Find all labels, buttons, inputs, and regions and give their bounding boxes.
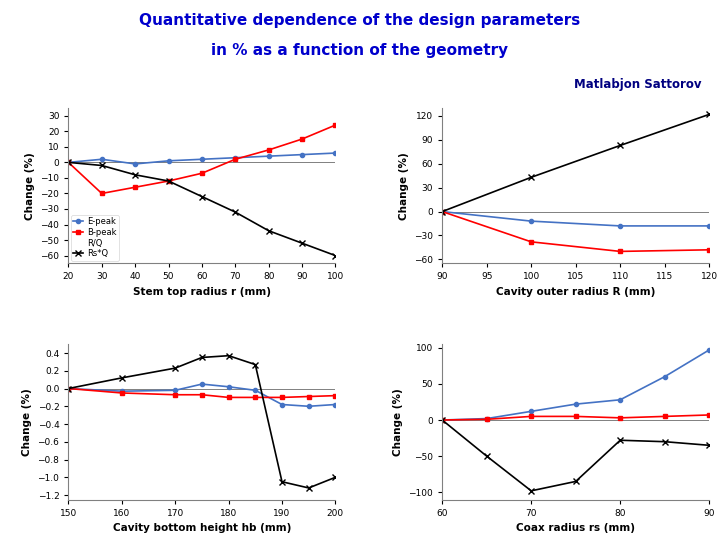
Text: in % as a function of the geometry: in % as a function of the geometry [212,43,508,58]
Line: B-peak: B-peak [66,123,338,195]
B-peak [64,159,73,166]
Rs*Q [331,252,340,259]
Rs*Q [131,172,140,178]
E-peak [197,156,206,163]
Rs*Q [164,178,173,184]
B-peak [264,147,273,153]
B-peak [297,136,306,143]
Y-axis label: Change (%): Change (%) [22,388,32,456]
E-peak [231,154,240,161]
X-axis label: Stem top radius r (mm): Stem top radius r (mm) [133,287,271,297]
E-peak [64,159,73,166]
B-peak [131,184,140,191]
Rs*Q [97,162,106,168]
B-peak [97,190,106,197]
Text: Matlabjon Sattorov: Matlabjon Sattorov [575,78,702,91]
Rs*Q [297,240,306,246]
Y-axis label: Change (%): Change (%) [399,152,409,220]
E-peak [331,150,340,156]
Y-axis label: Change (%): Change (%) [393,388,403,456]
B-peak [197,170,206,177]
B-peak [231,156,240,163]
E-peak [297,151,306,158]
Line: Rs*Q: Rs*Q [66,160,338,258]
Rs*Q [64,159,73,166]
X-axis label: Cavity bottom height hb (mm): Cavity bottom height hb (mm) [113,523,291,533]
X-axis label: Cavity outer radius R (mm): Cavity outer radius R (mm) [496,287,655,297]
E-peak [264,153,273,159]
Y-axis label: Change (%): Change (%) [24,152,35,220]
Rs*Q [197,193,206,200]
Rs*Q [231,209,240,215]
Text: Quantitative dependence of the design parameters: Quantitative dependence of the design pa… [140,14,580,29]
B-peak [164,178,173,184]
E-peak [97,156,106,163]
E-peak [131,161,140,167]
Line: E-peak: E-peak [66,151,338,166]
E-peak [164,158,173,164]
Legend: E-peak, B-peak, R/Q, Rs*Q: E-peak, B-peak, R/Q, Rs*Q [71,215,119,261]
X-axis label: Coax radius rs (mm): Coax radius rs (mm) [516,523,635,533]
B-peak [331,122,340,129]
Rs*Q [264,227,273,234]
